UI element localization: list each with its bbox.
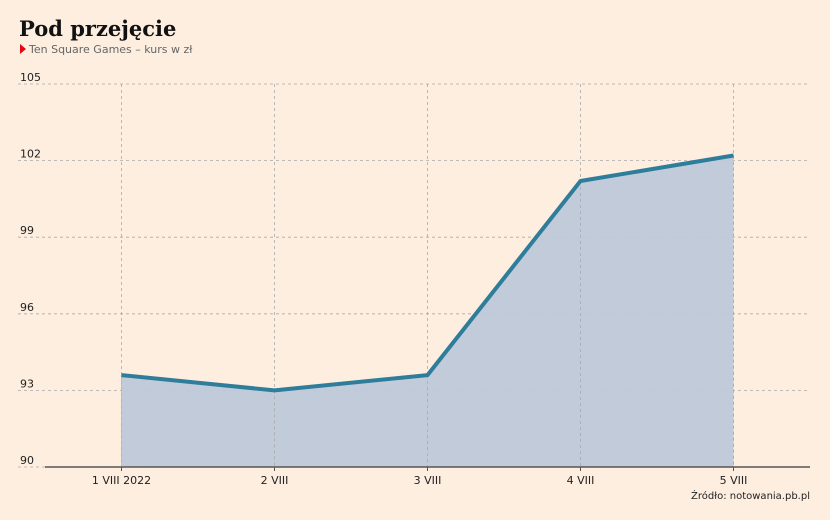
- y-tick-label: 96: [20, 301, 34, 314]
- x-tick-label: 4 VIII: [567, 474, 595, 487]
- x-tick-label: 2 VIII: [261, 474, 289, 487]
- y-tick-label: 93: [20, 377, 34, 390]
- area: [121, 155, 734, 467]
- source: Źródło: notowania.pb.pl: [691, 489, 810, 502]
- y-tick-label: 105: [20, 71, 41, 84]
- chart-title: Pod przejęcie: [19, 16, 176, 41]
- x-tick-label: 3 VIII: [414, 474, 442, 487]
- chart-subtitle: Ten Square Games – kurs w zł: [28, 43, 193, 56]
- line: [121, 153, 734, 393]
- y-tick-label: 99: [20, 224, 34, 237]
- y-tick-label: 102: [20, 148, 41, 161]
- subtitle-marker: [20, 44, 26, 54]
- x-tick-label: 1 VIII 2022: [92, 474, 151, 487]
- x-tick-label: 5 VIII: [720, 474, 748, 487]
- y-tick-label: 90: [20, 454, 34, 467]
